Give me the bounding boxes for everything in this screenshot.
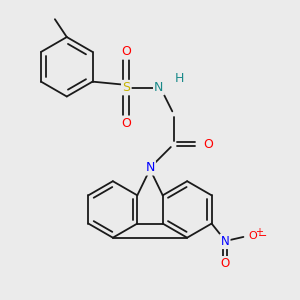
Text: O: O	[121, 117, 131, 130]
Text: O: O	[248, 231, 257, 241]
Text: S: S	[122, 81, 130, 94]
Text: N: N	[220, 235, 230, 248]
Text: O: O	[203, 138, 213, 151]
Text: H: H	[175, 72, 184, 85]
Text: +: +	[255, 227, 262, 237]
Text: N: N	[145, 161, 155, 174]
Text: O: O	[220, 257, 230, 270]
Text: O: O	[121, 45, 131, 58]
Text: −: −	[258, 231, 267, 241]
Text: N: N	[154, 81, 164, 94]
